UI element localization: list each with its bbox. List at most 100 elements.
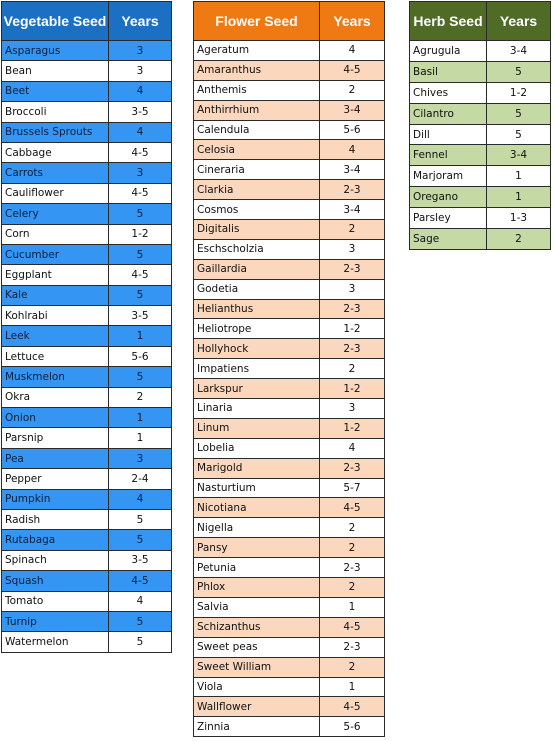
vegetable-name-cell: Spinach (1, 549, 109, 572)
herb-years-cell: 1-3 (486, 207, 551, 230)
flower-years-cell: 4 (319, 40, 385, 61)
flower-table-body: Flower Seed Years Ageratum 4 Amaranthus 4-5… (193, 1, 385, 738)
flower-name-cell: Salvia (193, 596, 320, 618)
flower-years-cell: 2-3 (319, 258, 385, 280)
table-row: Parsley 1-3 (409, 207, 551, 230)
table-row: Sage 2 (409, 228, 551, 250)
table-row: Broccoli 3-5 (1, 101, 172, 123)
vegetable-header-name: Vegetable Seed (1, 1, 109, 41)
table-row: Cineraria 3-4 (193, 159, 385, 181)
herb-table-body: Herb Seed Years Agrugula 3-4 Basil 5 Chives 1… (409, 1, 551, 250)
herb-years-cell: 3-4 (486, 144, 551, 167)
flower-years-cell: 4 (319, 139, 385, 161)
vegetable-name-cell: Okra (1, 386, 109, 409)
flower-name-cell: Calendula (193, 119, 320, 141)
vegetable-name-cell: Pepper (1, 468, 109, 490)
vegetable-years-cell: 4 (108, 80, 172, 103)
vegetable-years-cell: 3 (108, 60, 172, 82)
table-row: Nigella 2 (193, 517, 385, 539)
herb-years-cell: 5 (486, 123, 551, 146)
vegetable-name-cell: Corn (1, 223, 109, 245)
table-row: Basil 5 (409, 60, 551, 83)
herb-header-name: Herb Seed (409, 1, 487, 41)
table-row: Amaranthus 4-5 (193, 59, 385, 81)
flower-name-cell: Linaria (193, 398, 320, 419)
vegetable-name-cell: Squash (1, 570, 109, 592)
table-row: Pea 3 (1, 447, 172, 470)
flower-name-cell: Anthirrhium (193, 99, 320, 121)
vegetable-years-cell: 4-5 (108, 141, 172, 164)
table-row: Linum 1-2 (193, 417, 385, 439)
vegetable-name-cell: Cabbage (1, 141, 109, 164)
table-row: Cosmos 3-4 (193, 199, 385, 221)
table-row: Lettuce 5-6 (1, 345, 172, 368)
flower-name-cell: Nigella (193, 517, 320, 539)
flower-name-cell: Sweet William (193, 656, 320, 678)
vegetable-years-cell: 5 (108, 610, 172, 633)
table-row: Wallflower 4-5 (193, 696, 385, 718)
flower-years-cell: 2 (319, 219, 385, 240)
flower-name-cell: Anthemis (193, 79, 320, 101)
table-row: Brussels Sprouts 4 (1, 121, 172, 143)
table-row: Clarkia 2-3 (193, 179, 385, 201)
flower-years-cell: 1-2 (319, 318, 385, 340)
table-row: Celery 5 (1, 203, 172, 225)
herb-years-cell: 5 (486, 102, 551, 125)
table-row: Okra 2 (1, 386, 172, 409)
vegetable-name-cell: Parsnip (1, 427, 109, 449)
vegetable-name-cell: Tomato (1, 590, 109, 612)
vegetable-name-cell: Muskmelon (1, 366, 109, 388)
flower-years-cell: 2-3 (319, 636, 385, 658)
vegetable-years-cell: 5 (108, 284, 172, 307)
vegetable-years-cell: 5 (108, 243, 172, 266)
table-row: Petunia 2-3 (193, 557, 385, 579)
table-row: Tomato 4 (1, 590, 172, 612)
table-row: Anthemis 2 (193, 79, 385, 101)
table-row: Hollyhock 2-3 (193, 338, 385, 360)
table-row: Beet 4 (1, 80, 172, 103)
flower-years-cell: 3-4 (319, 99, 385, 121)
table-row: Kohlrabi 3-5 (1, 305, 172, 327)
vegetable-years-cell: 5 (108, 508, 172, 531)
flower-years-cell: 4-5 (319, 497, 385, 519)
flower-years-cell: 3 (319, 278, 385, 300)
table-row: Pumpkin 4 (1, 488, 172, 510)
flower-name-cell: Hollyhock (193, 338, 320, 360)
table-row: Bean 3 (1, 60, 172, 82)
vegetable-years-cell: 2 (108, 386, 172, 409)
vegetable-name-cell: Cauliflower (1, 182, 109, 205)
vegetable-name-cell: Brussels Sprouts (1, 121, 109, 143)
herb-years-cell: 1 (486, 165, 551, 188)
table-row: Sweet William 2 (193, 656, 385, 678)
vegetable-years-cell: 5-6 (108, 345, 172, 368)
vegetable-years-cell: 1 (108, 407, 172, 429)
table-row: Eschscholzia 3 (193, 238, 385, 260)
table-row: Chives 1-2 (409, 81, 551, 104)
table-row: Nicotiana 4-5 (193, 497, 385, 519)
flower-name-cell: Helianthus (193, 298, 320, 320)
table-row: Carrots 3 (1, 162, 172, 184)
table-row: Parsnip 1 (1, 427, 172, 449)
vegetable-name-cell: Pumpkin (1, 488, 109, 510)
herb-years-cell: 2 (486, 228, 551, 250)
herb-years-cell: 5 (486, 60, 551, 83)
vegetable-name-cell: Cucumber (1, 243, 109, 266)
table-row: Helianthus 2-3 (193, 298, 385, 320)
vegetable-years-cell: 3-5 (108, 549, 172, 572)
table-row: Sweet peas 2-3 (193, 636, 385, 658)
flower-name-cell: Nasturtium (193, 477, 320, 499)
table-row: Calendula 5-6 (193, 119, 385, 141)
vegetable-name-cell: Watermelon (1, 631, 109, 653)
vegetable-years-cell: 3 (108, 162, 172, 184)
table-row: Anthirrhium 3-4 (193, 99, 385, 121)
table-row: Fennel 3-4 (409, 144, 551, 167)
vegetable-years-cell: 5 (108, 203, 172, 225)
vegetable-name-cell: Beet (1, 80, 109, 103)
flower-years-cell: 3-4 (319, 199, 385, 221)
table-row: Cauliflower 4-5 (1, 182, 172, 205)
table-row: Marigold 2-3 (193, 457, 385, 479)
table-row: Cabbage 4-5 (1, 141, 172, 164)
flower-years-cell: 5-6 (319, 716, 385, 738)
table-row: Oregano 1 (409, 186, 551, 209)
table-row: Dill 5 (409, 123, 551, 146)
